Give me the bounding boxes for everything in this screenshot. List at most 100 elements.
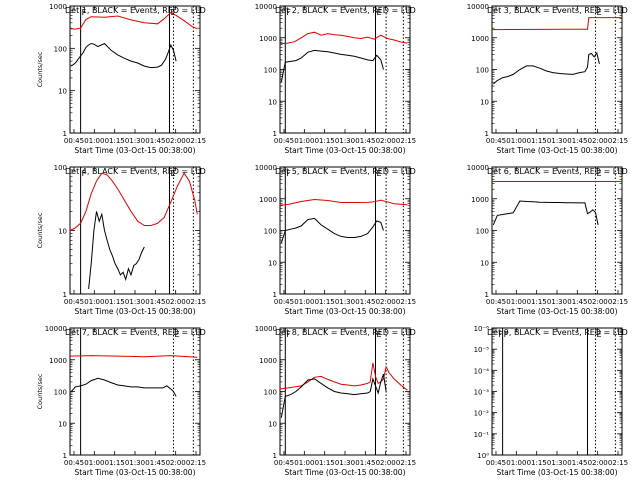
x-tick-label: 00:45 bbox=[274, 298, 294, 306]
x-axis-label: Start Time (03-Oct-15 00:38:00) bbox=[74, 468, 195, 477]
y-tick-label: 1 bbox=[485, 130, 489, 138]
x-tick-label: 01:00 bbox=[506, 137, 526, 145]
series-line-events bbox=[492, 51, 600, 85]
x-axis-label: Start Time (03-Oct-15 00:38:00) bbox=[74, 146, 195, 155]
flag-label-e: E bbox=[377, 330, 382, 339]
x-tick-label: 01:15 bbox=[315, 137, 335, 145]
y-tick-label: 10⁰ bbox=[477, 452, 489, 460]
x-tick-label: 02:00 bbox=[166, 137, 186, 145]
y-tick-label: 100 bbox=[476, 67, 489, 75]
x-axis-label: Start Time (03-Oct-15 00:38:00) bbox=[284, 468, 405, 477]
x-tick-label: 01:30 bbox=[335, 298, 355, 306]
y-tick-label: 10 bbox=[58, 88, 67, 96]
y-tick-label: 1000 bbox=[49, 3, 67, 11]
x-tick-label: 01:45 bbox=[567, 298, 587, 306]
flag-label-f: F bbox=[286, 8, 291, 17]
flag-label-f: F bbox=[504, 330, 509, 339]
x-axis-label: Start Time (03-Oct-15 00:38:00) bbox=[496, 146, 617, 155]
plot-frame bbox=[279, 5, 411, 134]
y-tick-label: 1 bbox=[485, 291, 489, 299]
x-tick-label: 00:45 bbox=[64, 298, 84, 306]
x-tick-label: 01:15 bbox=[105, 298, 125, 306]
x-tick-label: 02:15 bbox=[186, 459, 206, 467]
y-tick-label: 1000 bbox=[471, 35, 489, 43]
series-line-lld bbox=[69, 11, 198, 30]
x-tick-label: 00:45 bbox=[64, 137, 84, 145]
flag-label-e: E bbox=[596, 8, 601, 17]
x-tick-label: 01:30 bbox=[547, 459, 567, 467]
series-line-events bbox=[280, 49, 384, 83]
x-tick-label: 01:15 bbox=[527, 137, 547, 145]
y-tick-label: 10⁻⁵ bbox=[474, 346, 490, 354]
y-tick-label: 1 bbox=[273, 291, 277, 299]
y-tick-label: 10⁻⁶ bbox=[474, 325, 490, 333]
x-tick-label: 01:45 bbox=[355, 298, 375, 306]
x-tick-label: 01:45 bbox=[355, 459, 375, 467]
x-tick-label: 01:15 bbox=[105, 459, 125, 467]
x-tick-label: 02:00 bbox=[166, 298, 186, 306]
y-tick-label: 1 bbox=[63, 452, 67, 460]
y-tick-label: 1 bbox=[63, 291, 67, 299]
x-tick-label: 02:00 bbox=[376, 137, 396, 145]
y-tick-label: 10000 bbox=[467, 3, 489, 11]
x-axis-label: Start Time (03-Oct-15 00:38:00) bbox=[284, 146, 405, 155]
flag-label-f: F bbox=[82, 169, 87, 178]
x-tick-label: 02:15 bbox=[608, 459, 628, 467]
flag-label-e: E bbox=[596, 330, 601, 339]
x-axis-label: Start Time (03-Oct-15 00:38:00) bbox=[496, 307, 617, 316]
y-tick-label: 100 bbox=[264, 228, 277, 236]
y-tick-label: 10000 bbox=[45, 325, 67, 333]
flag-label-e: E bbox=[174, 330, 179, 339]
x-tick-label: 02:00 bbox=[376, 298, 396, 306]
x-tick-label: 01:00 bbox=[294, 298, 314, 306]
flag-label-f: F bbox=[286, 169, 291, 178]
y-tick-label: 10000 bbox=[255, 164, 277, 172]
x-tick-label: 02:15 bbox=[186, 298, 206, 306]
x-tick-label: 02:15 bbox=[608, 137, 628, 145]
x-tick-label: 00:45 bbox=[486, 459, 506, 467]
x-tick-label: 01:30 bbox=[547, 137, 567, 145]
y-tick-label: 1000 bbox=[259, 35, 277, 43]
y-tick-label: 10⁻² bbox=[474, 410, 490, 418]
x-tick-label: 00:45 bbox=[274, 137, 294, 145]
x-tick-label: 01:45 bbox=[145, 298, 165, 306]
x-tick-label: 01:45 bbox=[145, 459, 165, 467]
y-axis-label: Counts/sec bbox=[36, 212, 44, 248]
y-tick-label: 1000 bbox=[259, 357, 277, 365]
x-tick-label: 01:30 bbox=[125, 137, 145, 145]
x-tick-label: 01:00 bbox=[84, 137, 104, 145]
chart-title: Det 1, BLACK = Events, RED = LLD bbox=[65, 6, 206, 15]
y-tick-label: 100 bbox=[476, 228, 489, 236]
y-tick-label: 10⁻³ bbox=[474, 389, 490, 397]
plot-frame bbox=[279, 327, 411, 456]
series-line-events bbox=[280, 374, 387, 418]
x-tick-label: 00:45 bbox=[486, 137, 506, 145]
x-tick-label: 01:45 bbox=[145, 137, 165, 145]
x-tick-label: 01:15 bbox=[315, 459, 335, 467]
chart-title: Det 6, BLACK = Events, RED = LLD bbox=[487, 167, 628, 176]
x-axis-label: Start Time (03-Oct-15 00:38:00) bbox=[496, 468, 617, 477]
y-tick-label: 10000 bbox=[255, 3, 277, 11]
flag-label-e: E bbox=[596, 169, 601, 178]
y-tick-label: 1 bbox=[273, 130, 277, 138]
chart-title: Det 9, BLACK = Events, RED = LLD bbox=[487, 328, 628, 337]
x-tick-label: 01:00 bbox=[506, 459, 526, 467]
series-line-events bbox=[70, 42, 177, 69]
y-tick-label: 1000 bbox=[259, 196, 277, 204]
y-tick-label: 10 bbox=[268, 259, 277, 267]
x-tick-label: 01:30 bbox=[547, 298, 567, 306]
flag-label-e: E bbox=[377, 8, 382, 17]
y-tick-label: 1 bbox=[273, 452, 277, 460]
x-axis-label: Start Time (03-Oct-15 00:38:00) bbox=[284, 307, 405, 316]
chart-title: Det 8, BLACK = Events, RED = LLD bbox=[275, 328, 416, 337]
x-tick-label: 01:00 bbox=[506, 298, 526, 306]
series-line-lld bbox=[279, 31, 408, 45]
series-line-lld bbox=[491, 17, 622, 31]
series-line-lld bbox=[69, 172, 198, 231]
